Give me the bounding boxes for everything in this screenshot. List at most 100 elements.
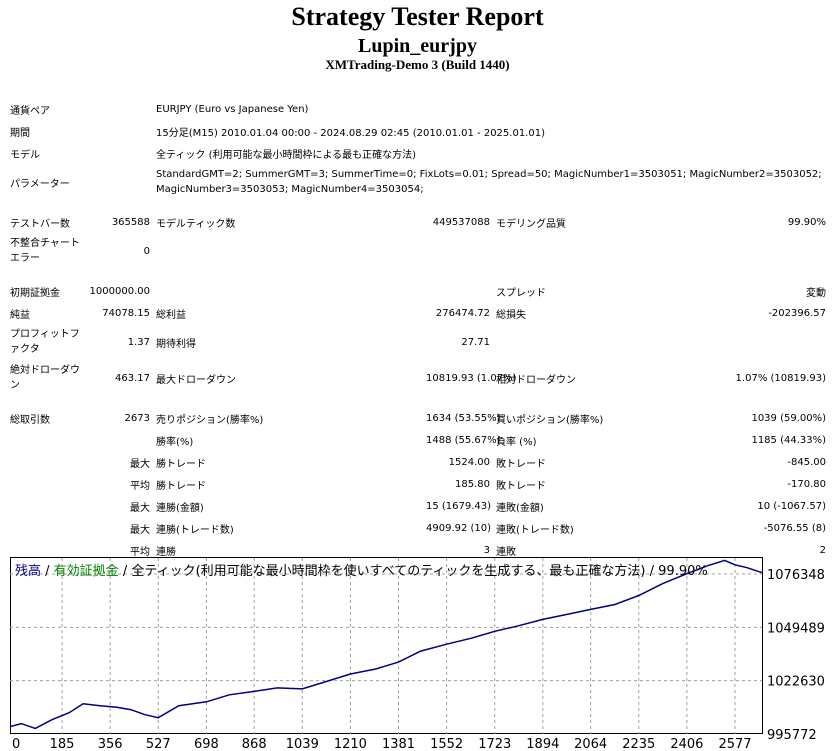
cons-win-trades-label: 連勝(トレード数) (156, 524, 234, 536)
short-value: 1634 (53.55%) (426, 412, 501, 424)
deposit-label: 初期証拠金 (10, 287, 60, 299)
x-axis-labels: 0 185 356 527 698 868 1039 1210 1381 1552 1723 1894… (12, 737, 752, 751)
spread-value: 変動 (806, 287, 827, 299)
abs-dd-value: 463.17 (115, 372, 150, 384)
legend-separator: / (646, 564, 659, 579)
cons-loss-amt-label: 連敗(金額) (496, 502, 544, 514)
abs-dd-label: 絶対ドローダウン (10, 365, 80, 391)
pair-label: 通貨ペア (10, 105, 50, 117)
table-row: 絶対ドローダウン 463.17 最大ドローダウン 10819.93 (1.07%… (7, 360, 829, 396)
winrate-label: 勝率(%) (156, 436, 194, 448)
y-tick-label: 995772 (767, 728, 817, 743)
table-row: 最大 連勝(金額) 15 (1679.43) 連敗(金額) 10 (-1067.… (7, 495, 829, 517)
model-label: モデル (10, 149, 40, 161)
table-row: 不整合チャートエラー 0 (7, 233, 829, 269)
gross-profit-value: 276474.72 (435, 307, 490, 319)
x-tick-label: 2235 (622, 737, 655, 751)
avg-cons-win-label: 連勝 (156, 546, 176, 558)
quality-value: 99.90% (787, 216, 827, 228)
y-tick-label: 1022630 (767, 675, 825, 690)
deposit-value: 1000000.00 (89, 285, 150, 297)
avg-cons-loss-value: 2 (819, 544, 827, 556)
total-trades-label: 総取引数 (10, 414, 50, 426)
x-tick-label: 356 (98, 737, 123, 751)
net-label: 純益 (10, 309, 30, 321)
table-row: テストバー数 365588 モデルティック数 449537088 モデリング品質… (7, 211, 829, 233)
x-tick-label: 185 (50, 737, 75, 751)
total-trades-value: 2673 (124, 412, 150, 424)
params-label: パラメーター (10, 178, 70, 190)
bars-label: テストバー数 (10, 218, 70, 230)
avg-cons-win-value: 3 (483, 544, 490, 556)
y-tick-label: 1049489 (767, 621, 825, 636)
x-tick-label: 1381 (382, 737, 415, 751)
avg-win-value: 185.80 (455, 478, 490, 490)
table-row: 最大 勝トレード 1524.00 敗トレード -845.00 (7, 451, 829, 473)
x-tick-label: 1210 (334, 737, 367, 751)
table-row: 最大 連勝(トレード数) 4909.92 (10) 連敗(トレード数) -507… (7, 517, 829, 539)
rel-dd-label: 相対ドローダウン (496, 374, 576, 386)
bars-value: 365588 (111, 216, 150, 228)
balance-chart: 1076348 1049489 1022630 995772 0 185 356 527 69… (9, 557, 825, 751)
y-tick-label: 1076348 (767, 568, 825, 583)
table-row: 純益 74078.15 総利益 276474.72 総損失 -202396.57 (7, 302, 829, 324)
legend-model: 全ティック(利用可能な最小時間枠を使いすべてのティックを生成する、最も正確な方法… (131, 563, 645, 579)
table-row: 通貨ペア EURJPY (Euro vs Japanese Yen) (7, 98, 829, 120)
gross-loss-value: -202396.57 (768, 307, 827, 319)
pf-label: プロフィットファクタ (10, 329, 80, 355)
table-row: 平均 勝トレード 185.80 敗トレード -170.80 (7, 473, 829, 495)
report-table: 通貨ペア EURJPY (Euro vs Japanese Yen) 期間 15… (7, 98, 829, 561)
ticks-value: 449537088 (432, 216, 490, 228)
x-tick-label: 1552 (430, 737, 463, 751)
lossrate-value: 1185 (44.33%) (751, 434, 827, 446)
period-label: 期間 (10, 127, 30, 139)
table-row: モデル 全ティック (利用可能な最小時間枠による最も正確な方法) (7, 142, 829, 164)
max-label: 最大 (130, 458, 150, 470)
x-tick-label: 0 (12, 737, 20, 751)
params-line-2: MagicNumber3=3503053; MagicNumber4=35030… (156, 184, 424, 195)
report-title: Strategy Tester Report (291, 2, 544, 31)
table-row: プロフィットファクタ 1.37 期待利得 27.71 (7, 324, 829, 360)
max-dd-label: 最大ドローダウン (156, 374, 236, 386)
y-axis-labels: 1076348 1049489 1022630 995772 (767, 568, 825, 743)
quality-label: モデリング品質 (496, 218, 566, 230)
x-tick-label: 2064 (574, 737, 607, 751)
long-label: 買いポジション(勝率%) (496, 414, 604, 426)
params-line-1: StandardGMT=2; SummerGMT=3; SummerTime=0… (156, 169, 822, 180)
expected-value: 27.71 (461, 336, 490, 348)
cons-loss-trades-value: -5076.55 (8) (763, 522, 827, 534)
server-build: XMTrading-Demo 3 (Build 1440) (325, 57, 510, 72)
legend-equity: 有効証拠金 (54, 563, 119, 579)
avg-label: 平均 (130, 480, 150, 492)
chart-legend: 残高 / 有効証拠金 / 全ティック(利用可能な最小時間枠を使いすべてのティック… (15, 563, 708, 579)
pair-value: EURJPY (Euro vs Japanese Yen) (156, 103, 309, 115)
avg-win-label: 勝トレード (156, 480, 206, 492)
x-tick-label: 1723 (478, 737, 511, 751)
max-loss-value: -845.00 (787, 456, 827, 468)
avg-label: 平均 (130, 546, 150, 558)
balance-line (9, 559, 763, 730)
long-value: 1039 (59.00%) (751, 412, 827, 424)
legend-separator: / (119, 564, 132, 579)
table-row: 初期証拠金 1000000.00 スプレッド 変動 (7, 280, 829, 302)
table-row: パラメーター StandardGMT=2; SummerGMT=3; Summe… (7, 164, 829, 200)
x-tick-label: 2406 (670, 737, 703, 751)
max-loss-label: 敗トレード (496, 458, 546, 470)
gross-profit-label: 総利益 (156, 309, 186, 321)
cons-win-trades-value: 4909.92 (10) (426, 522, 492, 534)
x-tick-label: 527 (146, 737, 171, 751)
cons-loss-amt-value: 10 (-1067.57) (757, 500, 827, 512)
short-label: 売りポジション(勝率%) (156, 414, 264, 426)
legend-balance: 残高 (15, 563, 41, 579)
net-value: 74078.15 (102, 307, 150, 319)
max-win-label: 勝トレード (156, 458, 206, 470)
legend-separator: / (41, 564, 54, 579)
table-row: 勝率(%) 1488 (55.67%) 負率 (%) 1185 (44.33%) (7, 429, 829, 451)
cons-loss-trades-label: 連敗(トレード数) (496, 524, 574, 536)
max-label: 最大 (130, 524, 150, 536)
table-row: 総取引数 2673 売りポジション(勝率%) 1634 (53.55%) 買いポ… (7, 407, 829, 429)
expected-label: 期待利得 (156, 338, 196, 350)
model-value: 全ティック (利用可能な最小時間枠による最も正確な方法) (156, 149, 417, 161)
avg-cons-loss-label: 連敗 (496, 546, 516, 558)
x-tick-label: 1039 (286, 737, 319, 751)
